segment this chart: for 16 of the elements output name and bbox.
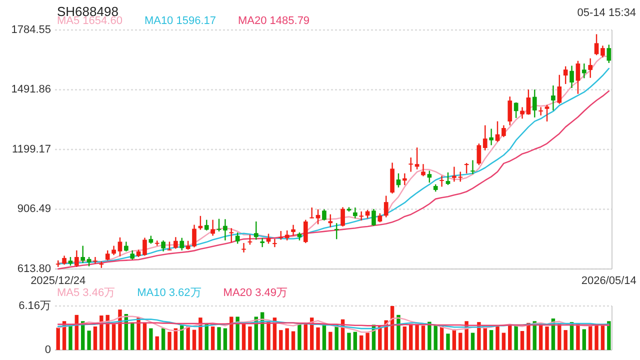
y-tick-label: 906.49 (17, 203, 51, 216)
series-label: MA10 3.62万 (137, 287, 202, 299)
text: 05-14 15:34 (577, 7, 636, 19)
x-tick-label: 2026/05/14 (581, 275, 636, 287)
y-tick-label: 0 (44, 344, 51, 356)
y-tick-label: 1784.55 (11, 24, 51, 36)
x-tick-label: 2025/12/24 (30, 275, 86, 287)
y-tick-label: 1491.86 (11, 84, 51, 96)
text: MA10 1596.17 (144, 15, 216, 27)
text: MA20 1485.79 (238, 15, 310, 27)
series-label: MA5 3.46万 (57, 287, 116, 299)
text: MA5 1654.60 (57, 15, 122, 27)
y-tick-label: 1199.17 (12, 143, 51, 156)
y-tick-label: 613.80 (17, 262, 51, 275)
y-tick-label: 6.16万 (18, 300, 51, 312)
text: MA20 3.49万 (223, 287, 288, 299)
